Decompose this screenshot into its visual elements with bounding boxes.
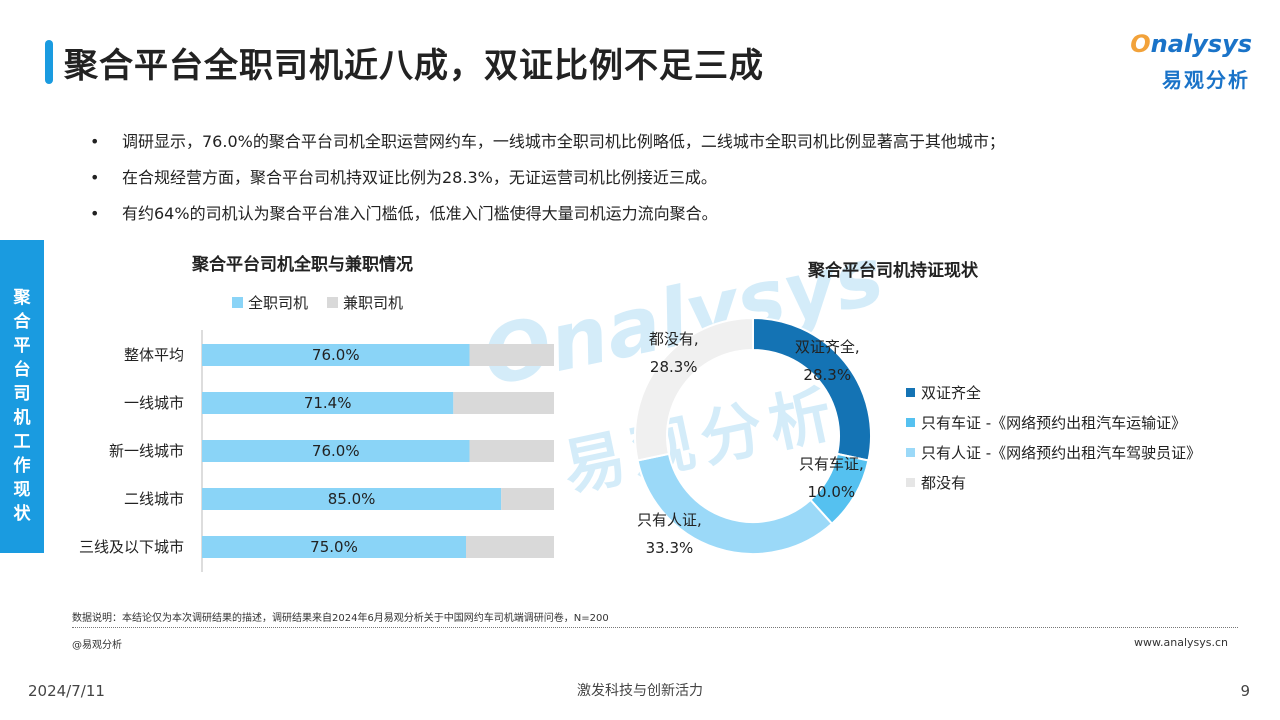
slice-name-label: 只有人证, [637, 511, 702, 529]
bar-parttime [469, 440, 554, 462]
category-label: 三线及以下城市 [79, 538, 184, 556]
logo-wordmark-rest: nalysys [1150, 30, 1252, 58]
donut-legend-item: 都没有 [906, 472, 966, 493]
legend-label: 只有车证 -《网络预约出租汽车运输证》 [921, 414, 1187, 432]
donut-chart-title: 聚合平台司机持证现状 [808, 261, 978, 281]
legend-swatch [906, 418, 915, 427]
bar-value-label: 76.0% [312, 346, 360, 364]
bar-value-label: 85.0% [328, 490, 376, 508]
category-label: 一线城市 [124, 394, 184, 412]
donut-legend-item: 只有人证 -《网络预约出租汽车驾驶员证》 [906, 442, 1201, 463]
legend-parttime: 兼职司机 [327, 292, 403, 313]
slice-name-label: 双证齐全, [795, 338, 860, 356]
legend-swatch [906, 478, 915, 487]
legend-label: 双证齐全 [921, 384, 982, 402]
footer-divider [72, 627, 1238, 628]
legend-label: 全职司机 [248, 294, 309, 312]
side-section-label: 聚合平台司机工作现状 [13, 288, 31, 524]
data-note: 数据说明：本结论仅为本次调研结果的描述，调研结果来自2024年6月易观分析关于中… [72, 613, 609, 624]
slice-name-label: 都没有, [649, 330, 699, 348]
bar-chart-title: 聚合平台司机全职与兼职情况 [192, 255, 413, 275]
category-label: 新一线城市 [109, 442, 184, 460]
bullet-item: 在合规经营方面，聚合平台司机持双证比例为28.3%，无证运营司机比例接近三成。 [90, 160, 1240, 196]
source-credit: @易观分析 [72, 640, 122, 651]
donut-slice [634, 316, 754, 462]
slice-name-label: 只有车证, [799, 455, 864, 473]
slice-value-label: 33.3% [646, 539, 694, 557]
bar-value-label: 71.4% [304, 394, 352, 412]
slice-value-label: 10.0% [808, 483, 856, 501]
analysys-logo: Onalysys 易观分析 [1124, 30, 1252, 94]
website-url: www.analysys.cn [1134, 636, 1228, 649]
bar-value-label: 75.0% [310, 538, 358, 556]
bar-value-label: 76.0% [312, 442, 360, 460]
donut-chart: 双证齐全, 28.3% 只有车证, 10.0% 只有人证, 33.3% 都没有, 28.3% [634, 316, 872, 557]
legend-label: 兼职司机 [343, 294, 404, 312]
donut-legend-item: 双证齐全 [906, 382, 981, 403]
legend-fulltime: 全职司机 [232, 292, 308, 313]
legend-swatch [906, 388, 915, 397]
slice-value-label: 28.3% [650, 358, 698, 376]
title-accent-bar [45, 40, 53, 84]
bar-parttime [453, 392, 554, 414]
logo-o-mark: O [1130, 30, 1151, 58]
bullet-item: 有约64%的司机认为聚合平台准入门槛低，低准入门槛使得大量司机运力流向聚合。 [90, 196, 1240, 232]
bar-fulltime [202, 344, 470, 366]
bar-fulltime [202, 392, 454, 414]
bar-fulltime [202, 440, 470, 462]
donut-legend-item: 只有车证 -《网络预约出租汽车运输证》 [906, 412, 1186, 433]
legend-swatch-parttime [327, 297, 338, 308]
logo-chinese: 易观分析 [1162, 68, 1250, 92]
footer-slogan: 激发科技与创新活力 [577, 683, 703, 699]
bullet-item: 调研显示，76.0%的聚合平台司机全职运营网约车，一线城市全职司机比例略低，二线… [90, 124, 1240, 160]
bar-parttime [466, 536, 554, 558]
page-number: 9 [1240, 682, 1250, 700]
category-label: 整体平均 [124, 346, 184, 364]
page-title: 聚合平台全职司机近八成，双证比例不足三成 [64, 46, 764, 86]
legend-label: 只有人证 -《网络预约出租汽车驾驶员证》 [921, 444, 1202, 462]
bar-fulltime [202, 536, 466, 558]
bar-chart: 76.0% 整体平均 71.4% 一线城市 76.0% 新一线城市 85.0% 二线城市 75.… [79, 330, 554, 572]
side-section-tab: 聚合平台司机工作现状 [0, 240, 44, 553]
bar-fulltime [202, 488, 502, 510]
logo-wordmark: Onalysys [1130, 30, 1252, 58]
bar-parttime [469, 344, 554, 366]
legend-label: 都没有 [921, 474, 967, 492]
category-label: 二线城市 [124, 490, 184, 508]
bullet-list: 调研显示，76.0%的聚合平台司机全职运营网约车，一线城市全职司机比例略低，二线… [90, 124, 1240, 232]
legend-swatch [906, 448, 915, 457]
legend-swatch-fulltime [232, 297, 243, 308]
bar-parttime [501, 488, 554, 510]
slice-value-label: 28.3% [803, 366, 851, 384]
report-date: 2024/7/11 [28, 682, 105, 700]
